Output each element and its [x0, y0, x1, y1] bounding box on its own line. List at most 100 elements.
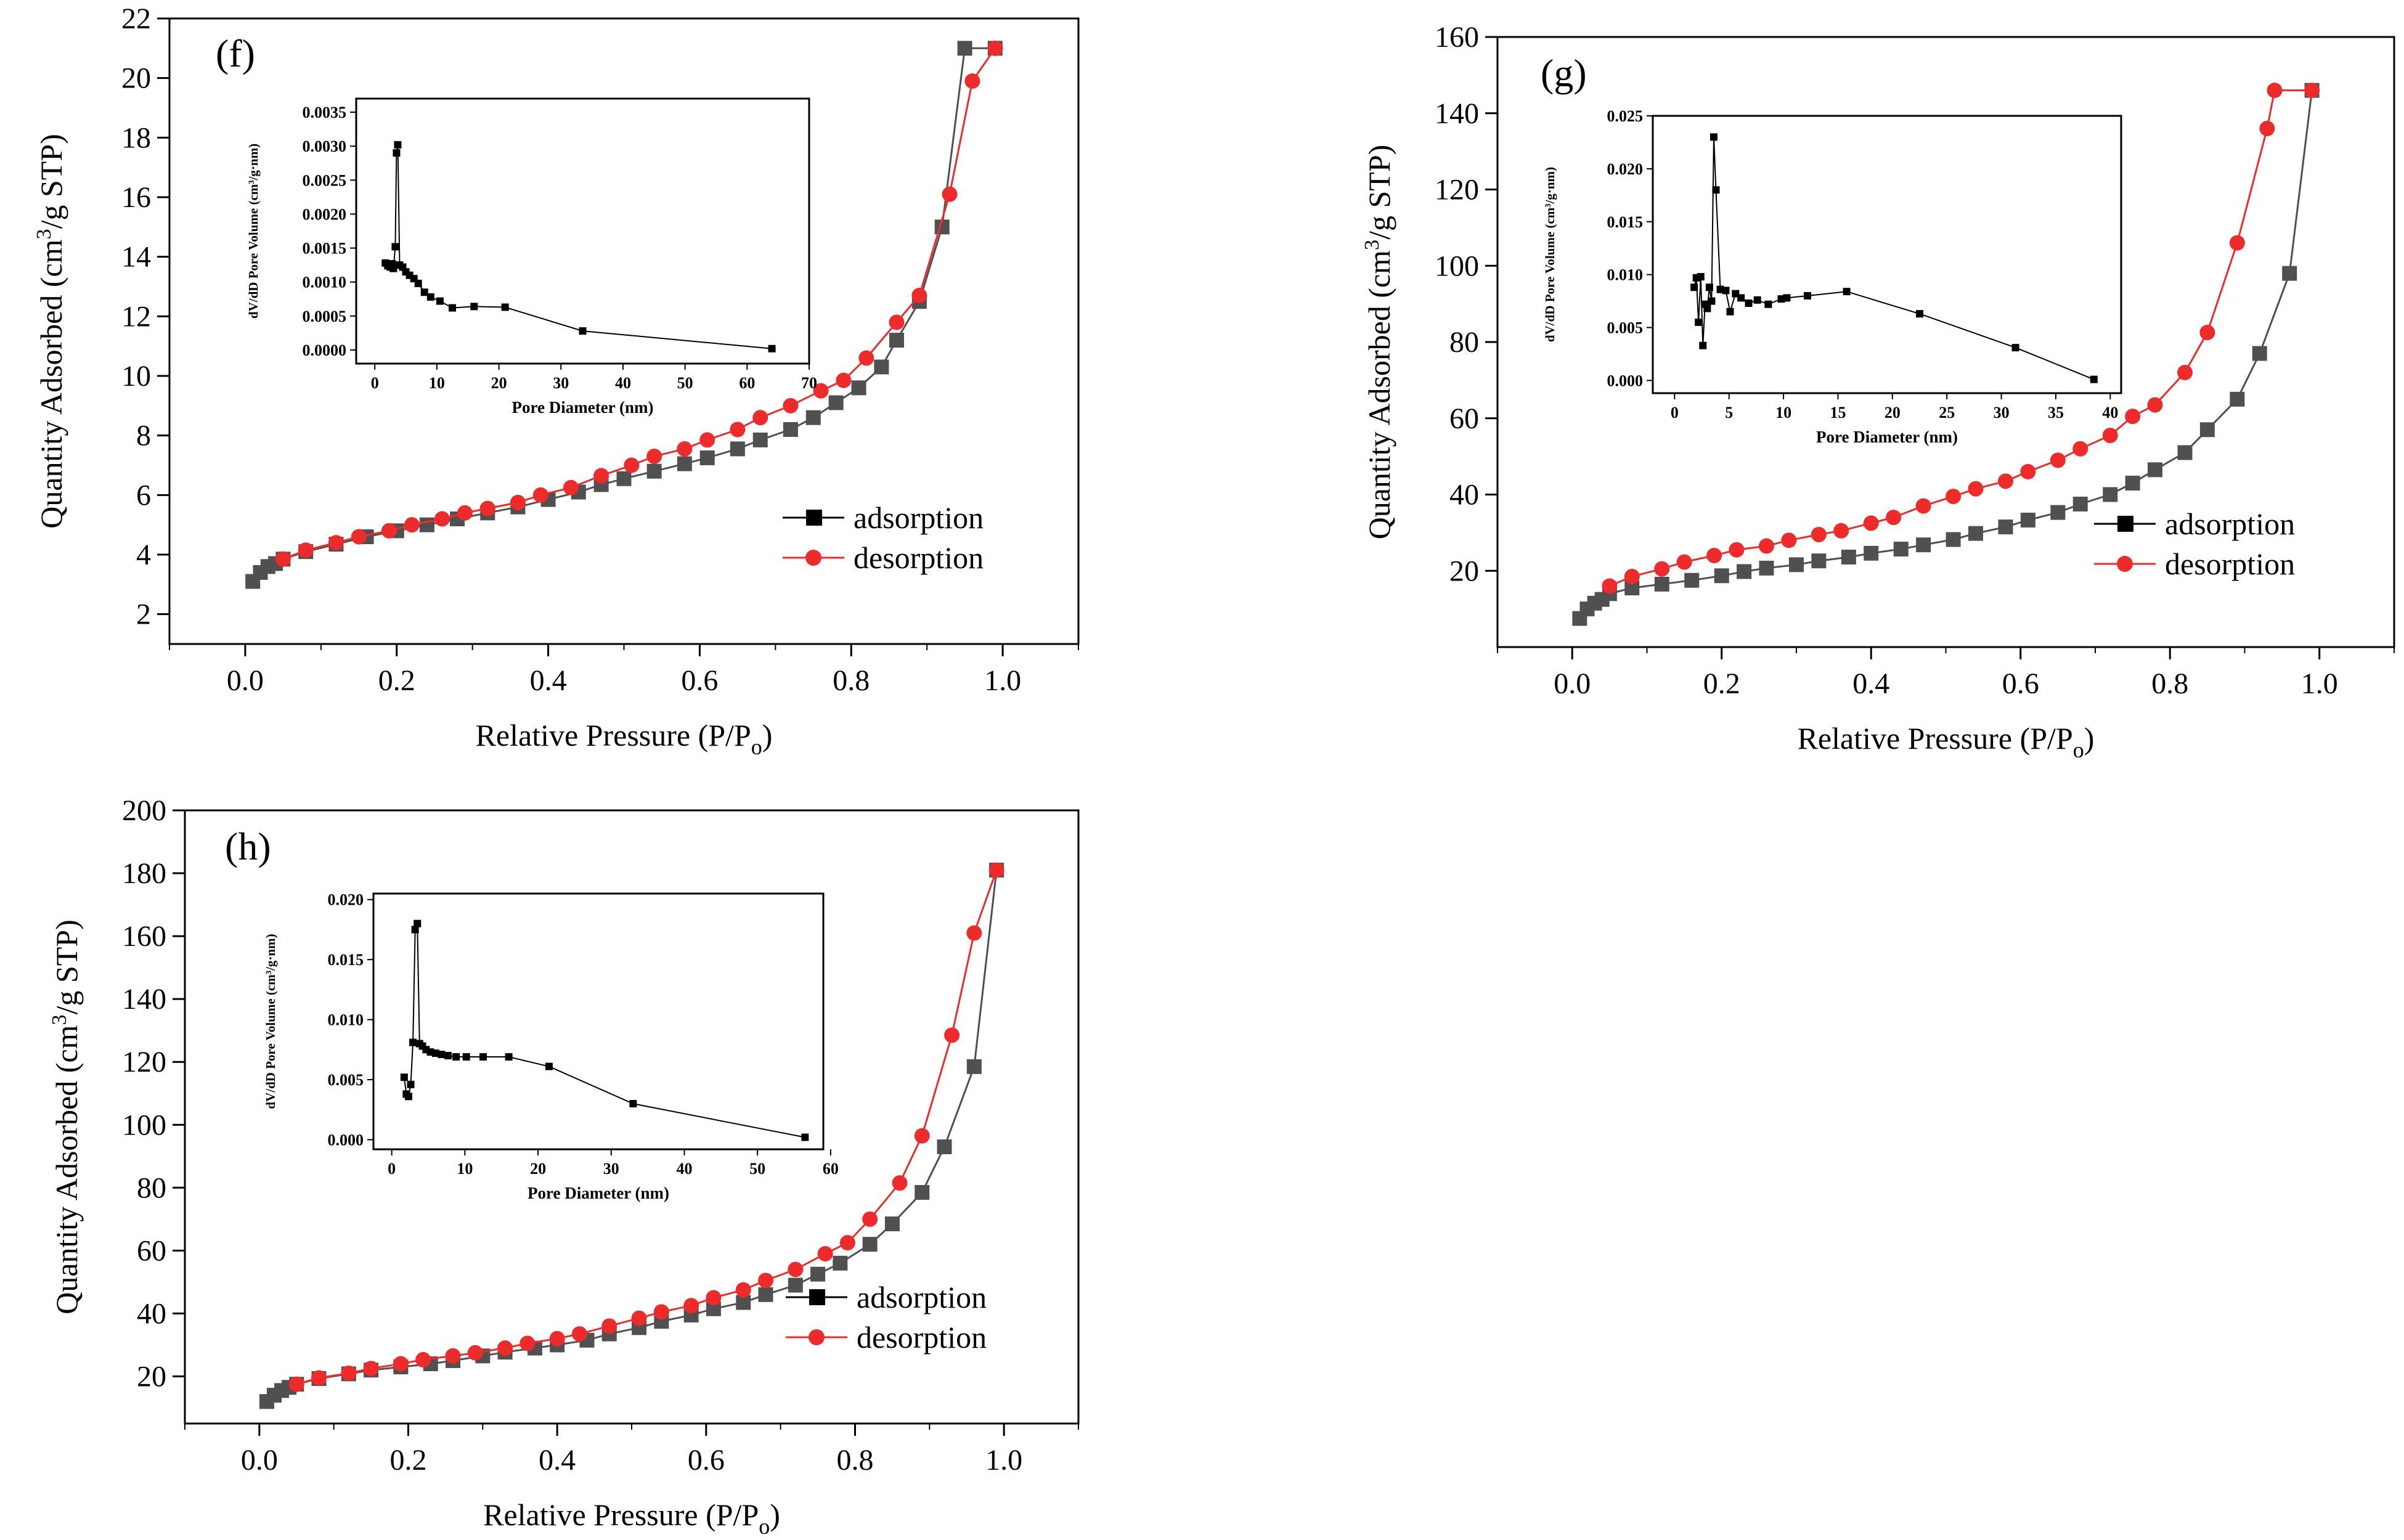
- inset-point: [1699, 341, 1707, 349]
- y-tick-label: 20: [1449, 555, 1479, 587]
- adsorption-point: [1789, 557, 1804, 572]
- adsorption-point: [730, 441, 745, 457]
- inset-point: [400, 1074, 408, 1082]
- desorption-point: [813, 383, 829, 399]
- desorption-point: [1676, 554, 1692, 570]
- desorption-point: [2229, 235, 2245, 251]
- inset-x-axis-title: Pore Diameter (nm): [512, 398, 654, 417]
- inset-y-tick-label: 0.0015: [303, 240, 347, 258]
- desorption-point: [1706, 548, 1722, 563]
- inset-frame: [372, 892, 825, 1151]
- adsorption-point: [810, 1266, 826, 1282]
- x-tick-label: 0.2: [390, 1444, 427, 1477]
- desorption-point: [467, 1345, 483, 1361]
- desorption-point: [520, 1335, 536, 1351]
- inset-x-tick-label: 25: [1939, 404, 1955, 422]
- y-tick-label: 2: [136, 598, 151, 631]
- desorption-point: [1915, 498, 1931, 514]
- inset-point: [404, 1093, 412, 1101]
- desorption-point: [2072, 441, 2088, 457]
- inset-x-tick-label: 10: [429, 374, 445, 392]
- inset-point: [2090, 375, 2098, 383]
- inset-point: [470, 303, 478, 311]
- inset-x-tick-label: 60: [739, 374, 755, 392]
- inset-point: [414, 279, 422, 287]
- inset-y-axis-title: dV/dD Pore Volume (cm³/g·nm): [1542, 167, 1557, 342]
- desorption-point: [1602, 578, 1618, 594]
- inset-x-axis-title: Pore Diameter (nm): [528, 1184, 669, 1202]
- desorption-point: [363, 1361, 379, 1377]
- inset-x-tick-label: 20: [491, 374, 507, 392]
- inset-y-tick-label: 0.000: [328, 1131, 364, 1149]
- y-axis-title: Quantity Adsorbed (cm3/g STP): [1361, 145, 1396, 540]
- y-axis-title-superscript: 3: [48, 1014, 71, 1025]
- desorption-point: [858, 350, 874, 366]
- desorption-point: [730, 422, 746, 438]
- adsorption-point: [1684, 572, 1700, 588]
- desorption-point: [593, 468, 609, 484]
- desorption-point: [479, 500, 495, 516]
- adsorption-point: [2020, 512, 2035, 528]
- inset-point: [462, 1053, 470, 1061]
- inset-point: [1695, 318, 1703, 326]
- inset-point: [420, 288, 428, 296]
- adsorption-point: [1893, 541, 1909, 556]
- adsorption-point: [833, 1255, 848, 1271]
- adsorption-point: [788, 1277, 803, 1293]
- series-line-desorption: [282, 47, 996, 560]
- inset-x-tick-label: 40: [676, 1160, 692, 1178]
- x-axis-title-suffix: ): [2084, 721, 2095, 756]
- y-axis-title-suffix: /g STP): [34, 134, 68, 229]
- y-tick-label: 6: [136, 479, 151, 511]
- adsorption-point: [699, 450, 715, 465]
- inset-x-tick-label: 10: [1775, 404, 1791, 422]
- legend-marker-adsorption: [2117, 516, 2133, 532]
- desorption-point: [351, 529, 367, 545]
- desorption-point: [393, 1356, 409, 1372]
- inset-x-tick-label: 40: [615, 374, 631, 392]
- legend-marker-desorption: [2117, 556, 2133, 572]
- x-axis-title-main: Relative Pressure (P/P: [1798, 721, 2073, 756]
- adsorption-point: [783, 422, 798, 437]
- inset-point: [1764, 300, 1772, 308]
- inset-y-tick-label: 0.010: [1607, 266, 1644, 284]
- y-tick-label: 80: [1449, 326, 1479, 359]
- series-line-desorption: [296, 870, 998, 1385]
- inset-x-tick-label: 30: [553, 374, 569, 392]
- inset-y-tick-label: 0.0035: [303, 104, 347, 121]
- adsorption-point: [1737, 564, 1752, 579]
- desorption-point: [735, 1282, 751, 1298]
- desorption-point: [1968, 481, 1984, 497]
- y-axis-title: Quantity Adsorbed (cm3/g STP): [33, 134, 68, 529]
- inset-point: [449, 304, 457, 312]
- inset-chart: 0 10 20 30 40 50 60 70 0.0000 0.0005 0.0010 0.0015 0…: [246, 97, 817, 417]
- adsorption-point: [2282, 266, 2297, 281]
- inset-y-axis-title: dV/dD Pore Volume (cm³/g·nm): [263, 934, 278, 1109]
- desorption-point: [381, 523, 397, 539]
- y-tick-label: 4: [136, 539, 151, 571]
- adsorption-point: [2072, 496, 2088, 511]
- inset-x-tick-label: 15: [1830, 404, 1846, 422]
- y-tick-label: 20: [121, 62, 151, 95]
- y-tick-label: 120: [122, 1046, 166, 1078]
- inset-y-tick-label: 0.0030: [303, 137, 347, 155]
- desorption-point: [2267, 83, 2283, 99]
- adsorption-point: [889, 333, 904, 348]
- inset-point: [1803, 291, 1811, 299]
- inset-point: [436, 297, 444, 305]
- desorption-point: [415, 1351, 431, 1367]
- inset-y-axis-title: dV/dD Pore Volume (cm³/g·nm): [246, 144, 261, 319]
- adsorption-point: [1998, 519, 2013, 535]
- desorption-point: [892, 1175, 908, 1191]
- inset-y-tick-label: 0.020: [1607, 160, 1644, 178]
- inset-point: [1783, 294, 1791, 302]
- adsorption-point: [957, 41, 972, 56]
- inset-point: [426, 293, 434, 301]
- y-tick-label: 100: [122, 1109, 166, 1141]
- adsorption-point: [966, 1059, 982, 1074]
- desorption-point: [2050, 452, 2066, 468]
- inset-x-tick-label: 30: [603, 1160, 619, 1178]
- y-tick-label: 200: [122, 794, 166, 827]
- x-tick-label: 0.8: [2151, 667, 2188, 700]
- y-axis-title-main: Quantity Adsorbed (cm: [49, 1025, 84, 1314]
